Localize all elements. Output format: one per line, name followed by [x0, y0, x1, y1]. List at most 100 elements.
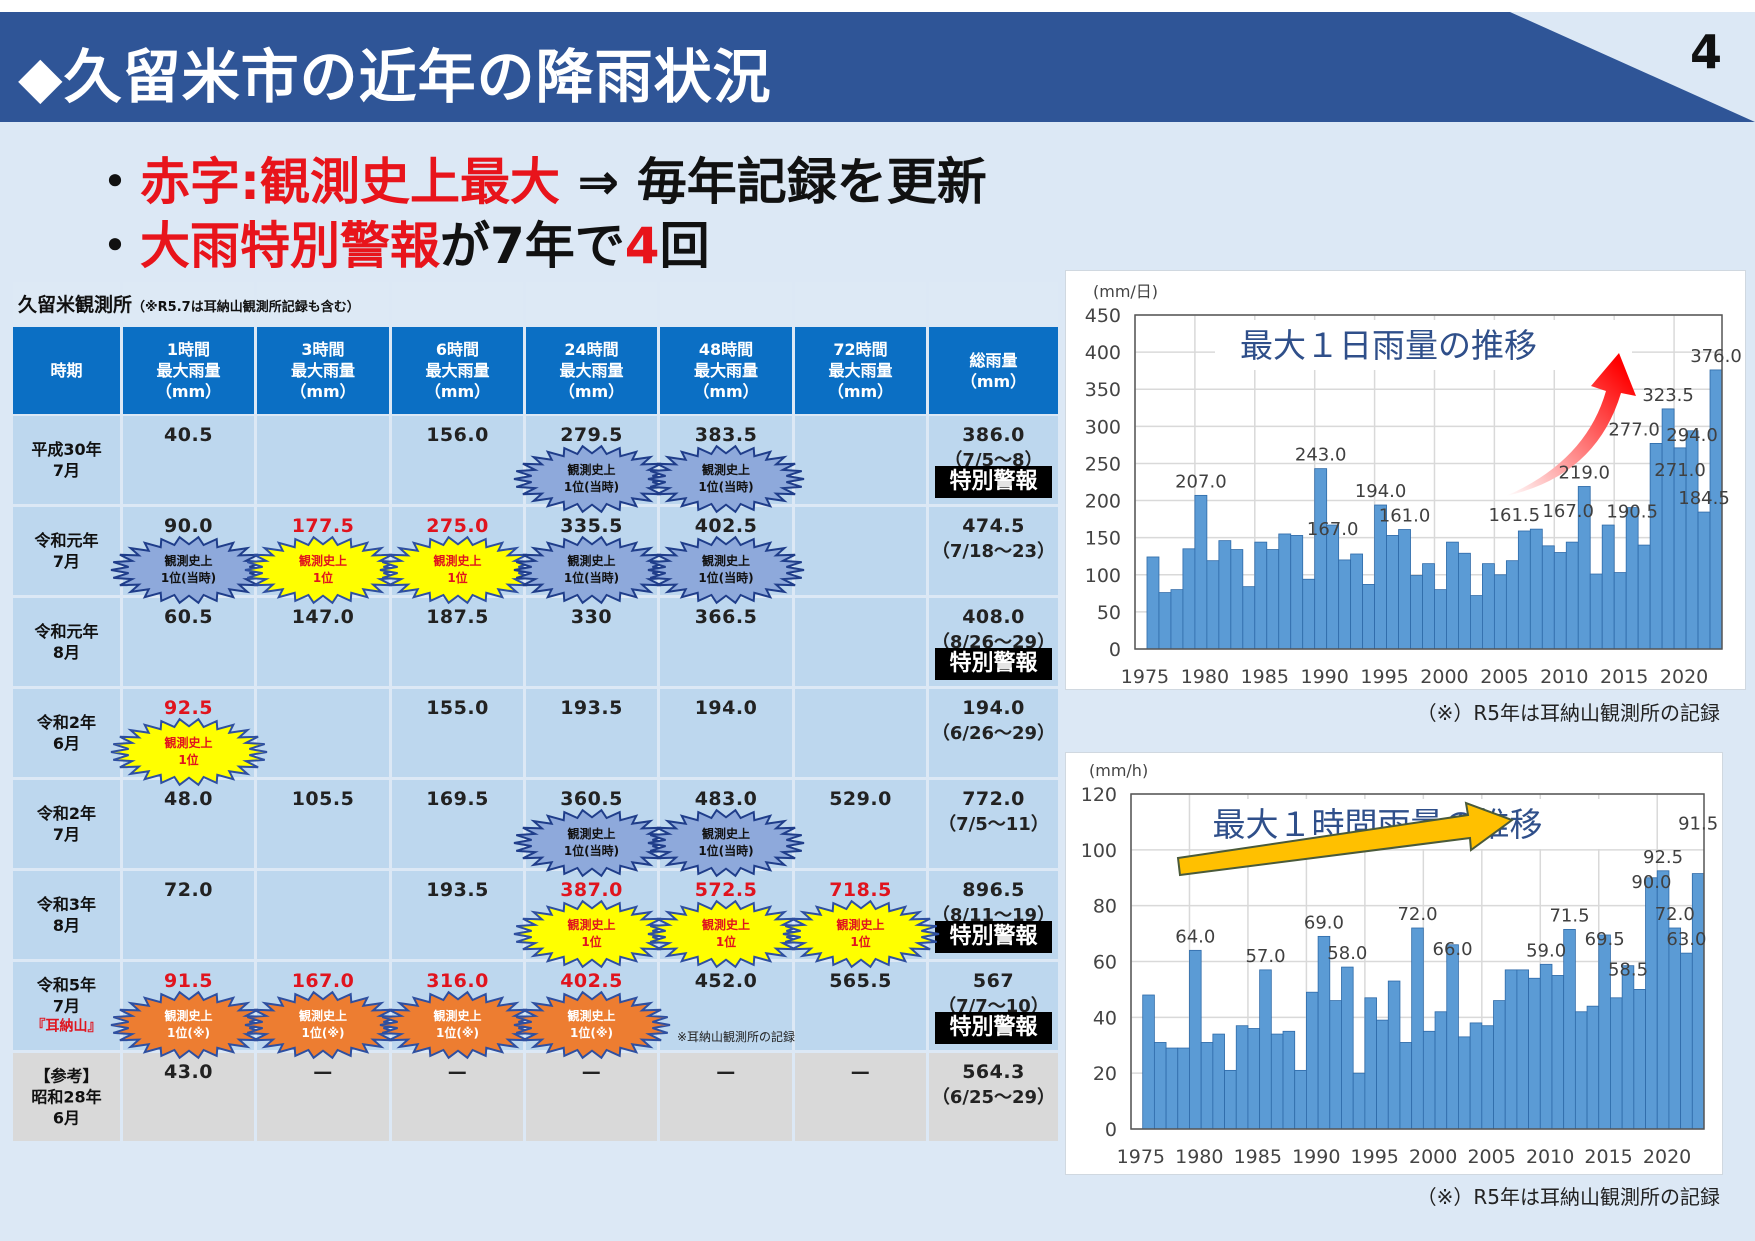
rainfall-cell	[795, 507, 926, 595]
badge-line: 観測史上	[567, 827, 616, 841]
x-tick-label: 1990	[1292, 1146, 1340, 1168]
data-label-2017: 58.5	[1608, 960, 1648, 981]
badge-text: 観測史上 1位	[512, 917, 672, 951]
badge-line: 1位	[178, 753, 199, 767]
bullet-text: ⇒ 毎年記録を更新	[560, 153, 987, 211]
rainfall-cell	[795, 416, 926, 504]
bar-1988	[1290, 535, 1304, 650]
badge-text: 観測史上 1位(※)	[378, 1008, 538, 1042]
record-badge-yellow: 観測史上 1位	[378, 535, 538, 605]
header-line: 最大雨量	[156, 361, 221, 380]
total-cell: 194.0 （6/26～29）	[929, 689, 1058, 777]
bar-1996	[1376, 1019, 1389, 1130]
caption-row-cell	[795, 282, 926, 325]
rainfall-value: 335.5	[560, 515, 623, 537]
rainfall-cell	[795, 689, 926, 777]
badge-line: 1位(当時)	[563, 571, 620, 585]
y-tick-label: 40	[1093, 1007, 1117, 1029]
badge-line: 1位(※)	[167, 1026, 210, 1040]
period-label: 令和2年 7月	[13, 803, 120, 845]
column-header: 1時間 最大雨量 （mm）	[123, 327, 254, 414]
total-cell: 772.0 （7/5～11）	[929, 780, 1058, 868]
header-line: 48時間	[698, 340, 754, 359]
bar-1995	[1374, 504, 1387, 650]
special-warning-badge: 特別警報	[935, 466, 1052, 498]
y-tick-label: 150	[1085, 528, 1121, 550]
y-axis-unit: (mm/日)	[1093, 282, 1158, 301]
bar-1982	[1218, 540, 1232, 650]
header-line: （mm）	[424, 382, 491, 401]
badge-line: 1位	[447, 571, 468, 585]
mimizan-note: ※耳納山観測所の記録	[677, 1030, 796, 1044]
bar-2002	[1446, 944, 1459, 1130]
rainfall-cell: —	[795, 1053, 926, 1141]
bar-2000	[1422, 1030, 1436, 1130]
rainfall-cell	[257, 416, 389, 504]
bar-2008	[1529, 528, 1543, 650]
bar-1979	[1177, 1047, 1190, 1130]
y-tick-label: 120	[1081, 784, 1117, 806]
bar-1990	[1314, 468, 1328, 650]
bar-1987	[1278, 533, 1292, 650]
bar-2014	[1586, 1005, 1600, 1130]
bar-2003	[1470, 595, 1483, 650]
bar-1994	[1352, 1072, 1366, 1130]
badge-line: 観測史上	[567, 1009, 616, 1023]
bar-2007	[1517, 530, 1531, 650]
record-badge-blue: 観測史上 1位(当時)	[512, 535, 672, 605]
hourly-rainfall-chart: (mm/h) 0 20 40 60 80 100 120 1975 1980 1985 1990 199…	[1065, 752, 1723, 1175]
header-line: 72時間	[833, 340, 888, 359]
rainfall-cell: 452.0	[660, 962, 792, 1050]
data-label-2012: 219.0	[1558, 462, 1610, 483]
rainfall-value: 316.0	[426, 970, 489, 992]
special-warning-badge: 特別警報	[935, 921, 1052, 953]
badge-text: 観測史上 1位(当時)	[512, 462, 672, 496]
bar-1976	[1146, 556, 1160, 650]
total-value: 474.5	[962, 515, 1025, 537]
rainfall-cell	[257, 689, 389, 777]
period-label: 令和元年 7月	[13, 530, 120, 572]
bar-2003	[1458, 1036, 1471, 1130]
rainfall-cell: 156.0	[392, 416, 523, 504]
bullet-text-end: 回	[659, 217, 710, 275]
header-line: （mm）	[558, 382, 625, 401]
bullet-warnings: ・大雨特別警報が7年で4回	[90, 206, 710, 278]
period-line: 6月	[52, 1108, 81, 1128]
bar-1977	[1158, 592, 1172, 650]
table-caption: 久留米観測所（※R5.7は耳納山観測所記録も含む）	[18, 290, 360, 317]
header-line: 総雨量	[969, 350, 1018, 370]
period-line: 8月	[52, 643, 81, 662]
data-label-1995: 194.0	[1355, 481, 1407, 502]
bar-1981	[1206, 560, 1220, 650]
daily-rainfall-chart: (mm/日) 0 50 100 150 200 250 300 350 400 450 1975 198…	[1065, 270, 1746, 690]
data-label-1997: 161.0	[1379, 506, 1431, 527]
x-tick-label: 2005	[1467, 1146, 1515, 1168]
bar-1994	[1362, 584, 1375, 650]
period-line: 6月	[52, 734, 81, 753]
total-value: 194.0	[962, 697, 1025, 719]
total-dates: （6/26～29）	[931, 723, 1056, 744]
bar-1997	[1398, 529, 1411, 650]
period-line: 平成30年	[31, 440, 102, 459]
header-line: 時期	[50, 361, 83, 380]
chart-title: 最大１日雨量の推移	[1240, 326, 1537, 365]
total-cell: 564.3 （6/25～29）	[929, 1053, 1058, 1141]
badge-text: 観測史上 1位(当時)	[512, 826, 672, 860]
data-label-1999: 72.0	[1397, 904, 1437, 925]
x-tick-label: 2015	[1600, 666, 1648, 688]
badge-text: 観測史上 1位(当時)	[512, 553, 672, 587]
x-tick-label: 1980	[1175, 1146, 1223, 1168]
rainfall-value: —	[581, 1061, 602, 1083]
badge-text: 観測史上 1位	[378, 553, 538, 587]
bar-2017	[1621, 965, 1635, 1130]
data-label-1991: 69.0	[1304, 912, 1344, 933]
data-label-2012: 71.5	[1549, 905, 1589, 926]
bullet-red-count: 4	[624, 217, 660, 275]
bar-2015	[1613, 572, 1627, 650]
rainfall-cell: 43.0	[123, 1053, 254, 1141]
bar-1985	[1247, 1028, 1261, 1130]
data-label-2014: 167.0	[1542, 501, 1594, 522]
record-badge-blue: 観測史上 1位(当時)	[512, 444, 672, 514]
x-tick-label: 1985	[1234, 1146, 1282, 1168]
bar-1984	[1242, 586, 1256, 650]
